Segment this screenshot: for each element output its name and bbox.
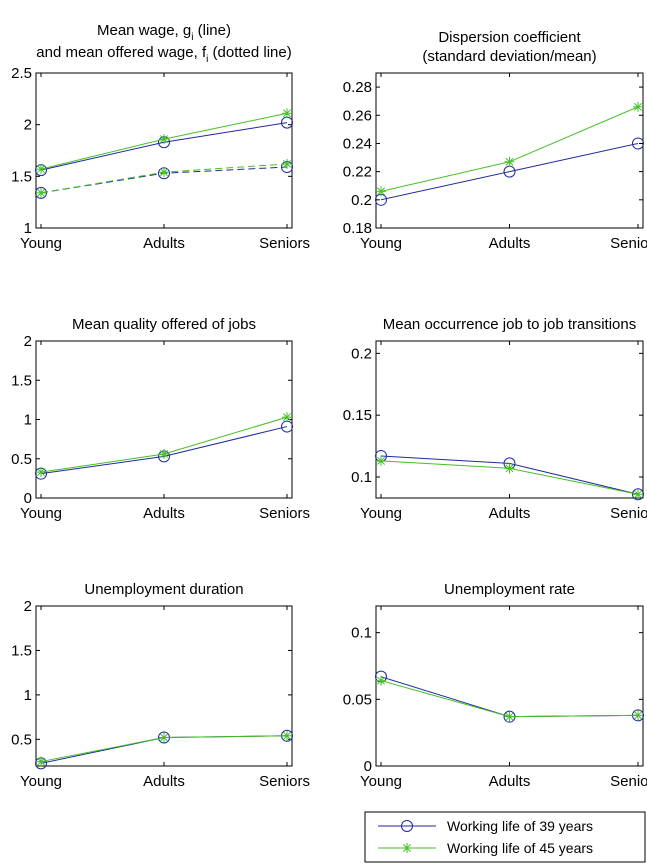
data-point-u_45 bbox=[36, 756, 46, 767]
chart-title: Mean quality offered of jobs bbox=[72, 316, 256, 333]
chart-panels: 1 1.5 2 2.5 Young Adults Seniors Mean wage, gi … bbox=[11, 22, 647, 790]
x-tick-label: Young bbox=[360, 773, 402, 790]
legend-marker-45 bbox=[402, 843, 412, 853]
x-tick-label: Adults bbox=[489, 773, 531, 790]
plot-area bbox=[35, 72, 293, 229]
x-tick-label: Young bbox=[360, 505, 402, 522]
data-point-r_45 bbox=[376, 675, 386, 686]
x-tick-label: Adults bbox=[143, 505, 185, 522]
y-tick-label: 1.5 bbox=[11, 642, 32, 659]
x-tick-label: Seniors bbox=[610, 505, 647, 522]
data-point-d_45 bbox=[633, 101, 643, 112]
chart-title: (standard deviation/mean) bbox=[422, 48, 596, 65]
legend: Working life of 39 years Working life of… bbox=[364, 811, 646, 863]
plot-area bbox=[35, 340, 293, 499]
data-point-u_45 bbox=[159, 732, 169, 743]
data-point-u_45 bbox=[282, 730, 292, 741]
y-tick-label: 0.2 bbox=[351, 345, 372, 362]
x-tick-label: Seniors bbox=[259, 773, 310, 790]
data-point-d_45 bbox=[504, 156, 515, 167]
y-tick-label: 0.5 bbox=[11, 731, 32, 748]
y-tick-label: 2 bbox=[24, 598, 32, 615]
data-point-q_45 bbox=[282, 412, 292, 423]
data-point-f_39 bbox=[35, 186, 47, 199]
chart-title: Unemployment duration bbox=[84, 581, 243, 598]
y-tick-label: 1 bbox=[24, 687, 32, 704]
y-tick-label: 0 bbox=[364, 758, 372, 775]
y-tick-label: 0.1 bbox=[351, 625, 372, 642]
chart-title-line-2: and mean offered wage, fi (dotted line) bbox=[36, 44, 291, 65]
y-tick-label: 0.18 bbox=[343, 220, 372, 237]
plot-area bbox=[375, 340, 644, 499]
data-point-f_45 bbox=[282, 158, 292, 169]
data-point-d_39 bbox=[632, 137, 644, 150]
y-tick-label: 1.5 bbox=[11, 168, 32, 185]
y-tick-label: 0.26 bbox=[343, 107, 372, 124]
chart-title-line-1: Mean wage, gi (line) bbox=[97, 22, 231, 43]
data-point-j_45 bbox=[504, 463, 515, 474]
x-tick-label: Seniors bbox=[259, 235, 310, 252]
data-point-q_45 bbox=[159, 449, 169, 460]
y-tick-label: 0.05 bbox=[343, 691, 372, 708]
x-tick-label: Seniors bbox=[610, 773, 647, 790]
data-point-j_45 bbox=[633, 489, 643, 500]
panel-4: 0.1 0.15 0.2 Young Adults Seniors Mean occurre… bbox=[343, 316, 647, 522]
data-point-f_45 bbox=[36, 187, 46, 198]
y-tick-label: 0 bbox=[24, 490, 32, 507]
y-tick-label: 0.2 bbox=[351, 192, 372, 209]
y-tick-label: 2 bbox=[24, 117, 32, 134]
y-tick-label: 0.1 bbox=[351, 469, 372, 486]
data-point-d_45 bbox=[376, 186, 386, 197]
x-tick-label: Seniors bbox=[610, 235, 647, 252]
panel-3: 0 0.5 1 1.5 2 Young Adults Seniors Mean quality … bbox=[11, 316, 310, 522]
y-tick-label: 0.24 bbox=[343, 135, 372, 152]
x-tick-label: Adults bbox=[143, 773, 185, 790]
y-tick-label: 1 bbox=[24, 412, 32, 429]
chart-title: Mean occurrence job to job transitions bbox=[383, 316, 636, 333]
y-tick-label: 0.15 bbox=[343, 407, 372, 424]
legend-box bbox=[364, 811, 646, 863]
x-tick-label: Adults bbox=[489, 505, 531, 522]
legend-marker-39 bbox=[401, 820, 413, 832]
panel-2: 0.18 0.2 0.22 0.24 0.26 0.28 Young Adults Senior… bbox=[343, 29, 647, 252]
legend-label-45: Working life of 45 years bbox=[447, 840, 593, 856]
chart-title: Dispersion coefficient bbox=[438, 29, 581, 46]
data-point-j_45 bbox=[376, 455, 386, 466]
data-point-r_45 bbox=[504, 711, 515, 722]
panel-5: 0.5 1 1.5 2 Young Adults Seniors Unemployment d… bbox=[11, 581, 310, 790]
x-tick-label: Young bbox=[20, 505, 62, 522]
x-tick-label: Young bbox=[20, 235, 62, 252]
y-tick-label: 0.5 bbox=[11, 451, 32, 468]
data-point-g_45 bbox=[159, 134, 169, 145]
x-tick-label: Adults bbox=[143, 235, 185, 252]
y-tick-label: 1 bbox=[24, 220, 32, 237]
data-point-q_45 bbox=[36, 467, 46, 478]
data-point-r_45 bbox=[633, 710, 643, 721]
plot-area bbox=[375, 605, 644, 767]
panel-1: 1 1.5 2 2.5 Young Adults Seniors Mean wage, gi … bbox=[11, 22, 310, 252]
panel-6: 0 0.05 0.1 Young Adults Seniors Unemployment r… bbox=[343, 581, 647, 790]
y-tick-label: 0.22 bbox=[343, 164, 372, 181]
plot-area bbox=[375, 72, 644, 229]
series-line-d_39 bbox=[380, 142, 639, 201]
y-tick-label: 2.5 bbox=[11, 65, 32, 82]
x-tick-label: Adults bbox=[489, 235, 531, 252]
x-tick-label: Young bbox=[20, 773, 62, 790]
x-tick-label: Seniors bbox=[259, 505, 310, 522]
chart-title: Unemployment rate bbox=[444, 581, 575, 598]
legend-star-shape bbox=[402, 843, 412, 853]
legend-label-39: Working life of 39 years bbox=[447, 818, 593, 834]
data-point-g_45 bbox=[36, 164, 46, 175]
data-point-j_39 bbox=[632, 488, 644, 501]
x-tick-label: Young bbox=[360, 235, 402, 252]
data-point-f_45 bbox=[159, 167, 169, 178]
y-tick-label: 1.5 bbox=[11, 372, 32, 389]
data-point-g_45 bbox=[282, 108, 292, 119]
y-tick-label: 2 bbox=[24, 333, 32, 350]
y-tick-label: 0.28 bbox=[343, 79, 372, 96]
